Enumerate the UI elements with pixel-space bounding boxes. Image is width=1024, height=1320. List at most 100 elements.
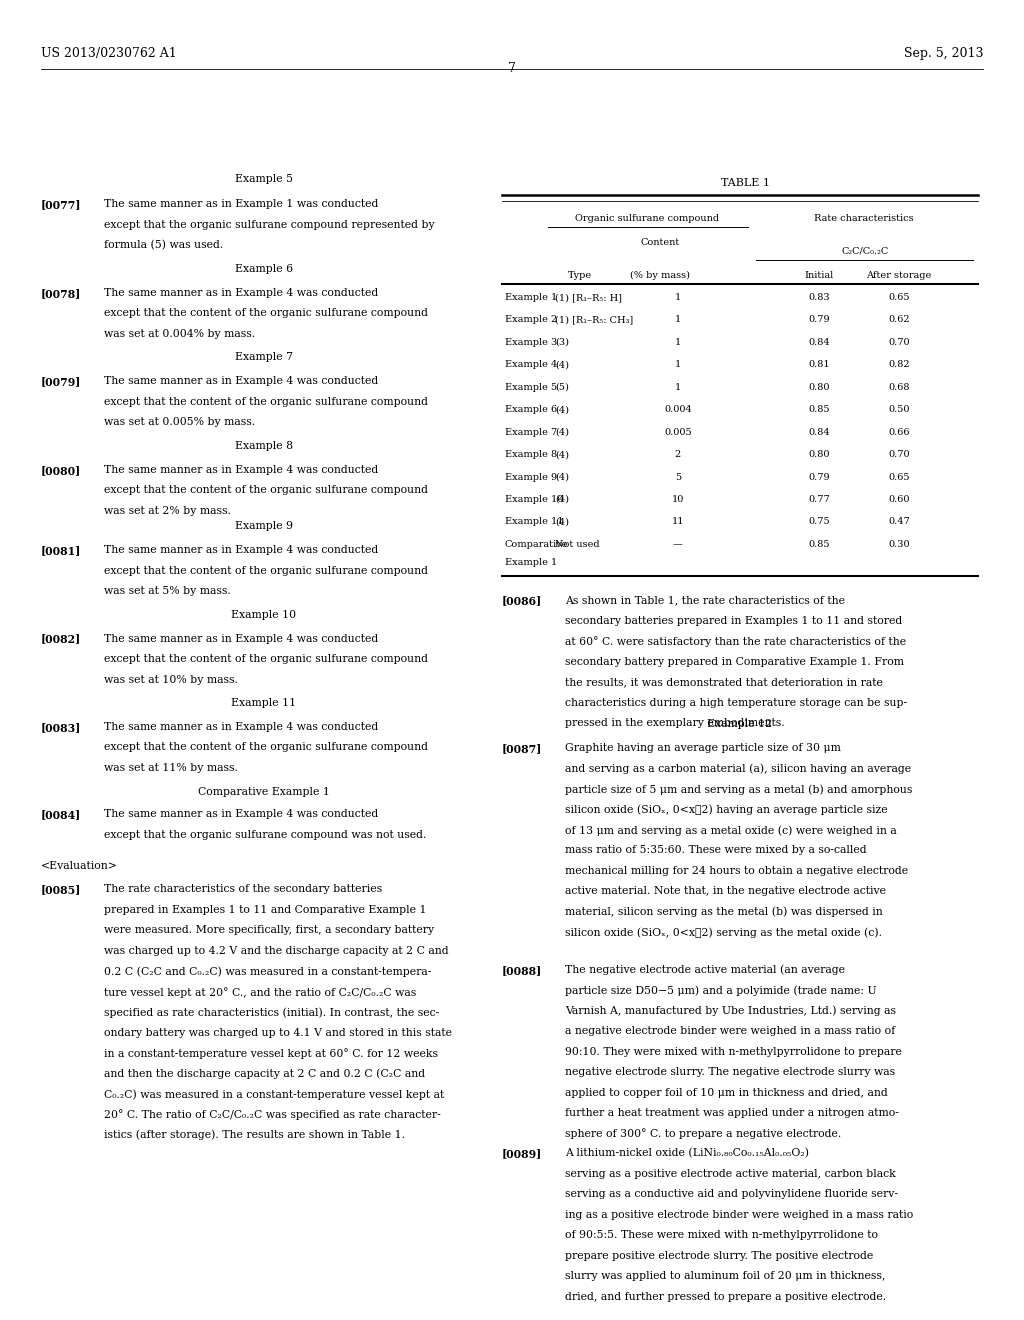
Text: 90:10. They were mixed with n-methylpyrrolidone to prepare: 90:10. They were mixed with n-methylpyrr… bbox=[565, 1047, 902, 1057]
Text: except that the organic sulfurane compound was not used.: except that the organic sulfurane compou… bbox=[104, 830, 427, 840]
Text: negative electrode slurry. The negative electrode slurry was: negative electrode slurry. The negative … bbox=[565, 1067, 895, 1077]
Text: mechanical milling for 24 hours to obtain a negative electrode: mechanical milling for 24 hours to obtai… bbox=[565, 866, 908, 876]
Text: was set at 5% by mass.: was set at 5% by mass. bbox=[104, 586, 231, 597]
Text: secondary batteries prepared in Examples 1 to 11 and stored: secondary batteries prepared in Examples… bbox=[565, 615, 902, 626]
Text: As shown in Table 1, the rate characteristics of the: As shown in Table 1, the rate characteri… bbox=[565, 595, 845, 606]
Text: The same manner as in Example 4 was conducted: The same manner as in Example 4 was cond… bbox=[104, 722, 379, 733]
Text: was set at 10% by mass.: was set at 10% by mass. bbox=[104, 675, 239, 685]
Text: [0077]: [0077] bbox=[41, 199, 82, 210]
Text: (4): (4) bbox=[555, 473, 569, 482]
Text: [0084]: [0084] bbox=[41, 809, 81, 820]
Text: 0.62: 0.62 bbox=[888, 315, 910, 325]
Text: 0.83: 0.83 bbox=[808, 293, 830, 302]
Text: except that the content of the organic sulfurane compound: except that the content of the organic s… bbox=[104, 653, 428, 664]
Text: (3): (3) bbox=[555, 338, 569, 347]
Text: Example 10: Example 10 bbox=[231, 610, 296, 620]
Text: Example 2: Example 2 bbox=[505, 315, 557, 325]
Text: and serving as a carbon material (a), silicon having an average: and serving as a carbon material (a), si… bbox=[565, 763, 911, 775]
Text: prepared in Examples 1 to 11 and Comparative Example 1: prepared in Examples 1 to 11 and Compara… bbox=[104, 906, 427, 915]
Text: except that the organic sulfurane compound represented by: except that the organic sulfurane compou… bbox=[104, 219, 435, 230]
Text: dried, and further pressed to prepare a positive electrode.: dried, and further pressed to prepare a … bbox=[565, 1291, 887, 1302]
Text: material, silicon serving as the metal (b) was dispersed in: material, silicon serving as the metal (… bbox=[565, 907, 883, 917]
Text: 0.70: 0.70 bbox=[888, 450, 910, 459]
Text: of 13 μm and serving as a metal oxide (c) were weighed in a: of 13 μm and serving as a metal oxide (c… bbox=[565, 825, 897, 836]
Text: Example 11: Example 11 bbox=[231, 698, 296, 709]
Text: C₀.₂C) was measured in a constant-temperature vessel kept at: C₀.₂C) was measured in a constant-temper… bbox=[104, 1089, 444, 1100]
Text: 0.68: 0.68 bbox=[889, 383, 909, 392]
Text: Example 8: Example 8 bbox=[505, 450, 557, 459]
Text: 0.79: 0.79 bbox=[808, 473, 830, 482]
Text: 1: 1 bbox=[675, 383, 681, 392]
Text: serving as a conductive aid and polyvinylidene fluoride serv-: serving as a conductive aid and polyviny… bbox=[565, 1189, 898, 1200]
Text: particle size D50−5 μm) and a polyimide (trade name: U: particle size D50−5 μm) and a polyimide … bbox=[565, 985, 877, 997]
Text: was set at 0.005% by mass.: was set at 0.005% by mass. bbox=[104, 417, 256, 428]
Text: (4): (4) bbox=[555, 495, 569, 504]
Text: The same manner as in Example 4 was conducted: The same manner as in Example 4 was cond… bbox=[104, 809, 379, 820]
Text: Sep. 5, 2013: Sep. 5, 2013 bbox=[903, 46, 983, 59]
Text: 0.82: 0.82 bbox=[888, 360, 910, 370]
Text: Initial: Initial bbox=[805, 271, 834, 280]
Text: The same manner as in Example 4 was conducted: The same manner as in Example 4 was cond… bbox=[104, 634, 379, 644]
Text: slurry was applied to aluminum foil of 20 μm in thickness,: slurry was applied to aluminum foil of 2… bbox=[565, 1271, 886, 1282]
Text: The negative electrode active material (an average: The negative electrode active material (… bbox=[565, 965, 845, 975]
Text: a negative electrode binder were weighed in a mass ratio of: a negative electrode binder were weighed… bbox=[565, 1027, 896, 1036]
Text: 0.65: 0.65 bbox=[889, 293, 909, 302]
Text: (4): (4) bbox=[555, 360, 569, 370]
Text: 7: 7 bbox=[508, 62, 516, 75]
Text: 0.75: 0.75 bbox=[808, 517, 830, 527]
Text: Organic sulfurane compound: Organic sulfurane compound bbox=[575, 214, 719, 223]
Text: The same manner as in Example 4 was conducted: The same manner as in Example 4 was cond… bbox=[104, 376, 379, 387]
Text: Rate characteristics: Rate characteristics bbox=[814, 214, 914, 223]
Text: [0078]: [0078] bbox=[41, 288, 81, 298]
Text: Example 1: Example 1 bbox=[505, 293, 557, 302]
Text: [0080]: [0080] bbox=[41, 465, 81, 475]
Text: in a constant-temperature vessel kept at 60° C. for 12 weeks: in a constant-temperature vessel kept at… bbox=[104, 1048, 438, 1059]
Text: 2: 2 bbox=[675, 450, 681, 459]
Text: [0089]: [0089] bbox=[502, 1148, 542, 1159]
Text: The same manner as in Example 4 was conducted: The same manner as in Example 4 was cond… bbox=[104, 545, 379, 556]
Text: serving as a positive electrode active material, carbon black: serving as a positive electrode active m… bbox=[565, 1170, 896, 1179]
Text: (4): (4) bbox=[555, 517, 569, 527]
Text: [0082]: [0082] bbox=[41, 634, 81, 644]
Text: C₂C/C₀.₂C: C₂C/C₀.₂C bbox=[842, 247, 889, 256]
Text: Example 9: Example 9 bbox=[234, 521, 293, 532]
Text: 1: 1 bbox=[675, 315, 681, 325]
Text: [0087]: [0087] bbox=[502, 743, 542, 754]
Text: 0.47: 0.47 bbox=[888, 517, 910, 527]
Text: Example 3: Example 3 bbox=[505, 338, 557, 347]
Text: 0.30: 0.30 bbox=[888, 540, 910, 549]
Text: silicon oxide (SiOₓ, 0<x≦2) having an average particle size: silicon oxide (SiOₓ, 0<x≦2) having an av… bbox=[565, 804, 888, 816]
Text: the results, it was demonstrated that deterioration in rate: the results, it was demonstrated that de… bbox=[565, 677, 883, 688]
Text: was set at 2% by mass.: was set at 2% by mass. bbox=[104, 506, 231, 516]
Text: sphere of 300° C. to prepare a negative electrode.: sphere of 300° C. to prepare a negative … bbox=[565, 1129, 842, 1139]
Text: 10: 10 bbox=[672, 495, 684, 504]
Text: 0.70: 0.70 bbox=[888, 338, 910, 347]
Text: 1: 1 bbox=[675, 360, 681, 370]
Text: (% by mass): (% by mass) bbox=[631, 271, 690, 280]
Text: Example 6: Example 6 bbox=[234, 264, 293, 275]
Text: except that the content of the organic sulfurane compound: except that the content of the organic s… bbox=[104, 565, 428, 576]
Text: 0.005: 0.005 bbox=[665, 428, 691, 437]
Text: except that the content of the organic sulfurane compound: except that the content of the organic s… bbox=[104, 308, 428, 318]
Text: characteristics during a high temperature storage can be sup-: characteristics during a high temperatur… bbox=[565, 697, 907, 708]
Text: Example 12: Example 12 bbox=[708, 719, 772, 730]
Text: 1: 1 bbox=[675, 293, 681, 302]
Text: mass ratio of 5:35:60. These were mixed by a so-called: mass ratio of 5:35:60. These were mixed … bbox=[565, 846, 867, 855]
Text: prepare positive electrode slurry. The positive electrode: prepare positive electrode slurry. The p… bbox=[565, 1251, 873, 1261]
Text: 1: 1 bbox=[675, 338, 681, 347]
Text: Not used: Not used bbox=[555, 540, 600, 549]
Text: Type: Type bbox=[568, 271, 593, 280]
Text: (1) [R₁–R₅: CH₃]: (1) [R₁–R₅: CH₃] bbox=[555, 315, 633, 325]
Text: Example 6: Example 6 bbox=[505, 405, 557, 414]
Text: particle size of 5 μm and serving as a metal (b) and amorphous: particle size of 5 μm and serving as a m… bbox=[565, 784, 912, 795]
Text: istics (after storage). The results are shown in Table 1.: istics (after storage). The results are … bbox=[104, 1130, 406, 1140]
Text: (4): (4) bbox=[555, 428, 569, 437]
Text: 20° C. The ratio of C₂C/C₀.₂C was specified as rate character-: 20° C. The ratio of C₂C/C₀.₂C was specif… bbox=[104, 1109, 441, 1121]
Text: Comparative: Comparative bbox=[505, 540, 568, 549]
Text: [0081]: [0081] bbox=[41, 545, 81, 556]
Text: TABLE 1: TABLE 1 bbox=[721, 178, 770, 189]
Text: [0079]: [0079] bbox=[41, 376, 81, 387]
Text: Example 5: Example 5 bbox=[234, 174, 293, 185]
Text: Graphite having an average particle size of 30 μm: Graphite having an average particle size… bbox=[565, 743, 841, 754]
Text: 11: 11 bbox=[672, 517, 684, 527]
